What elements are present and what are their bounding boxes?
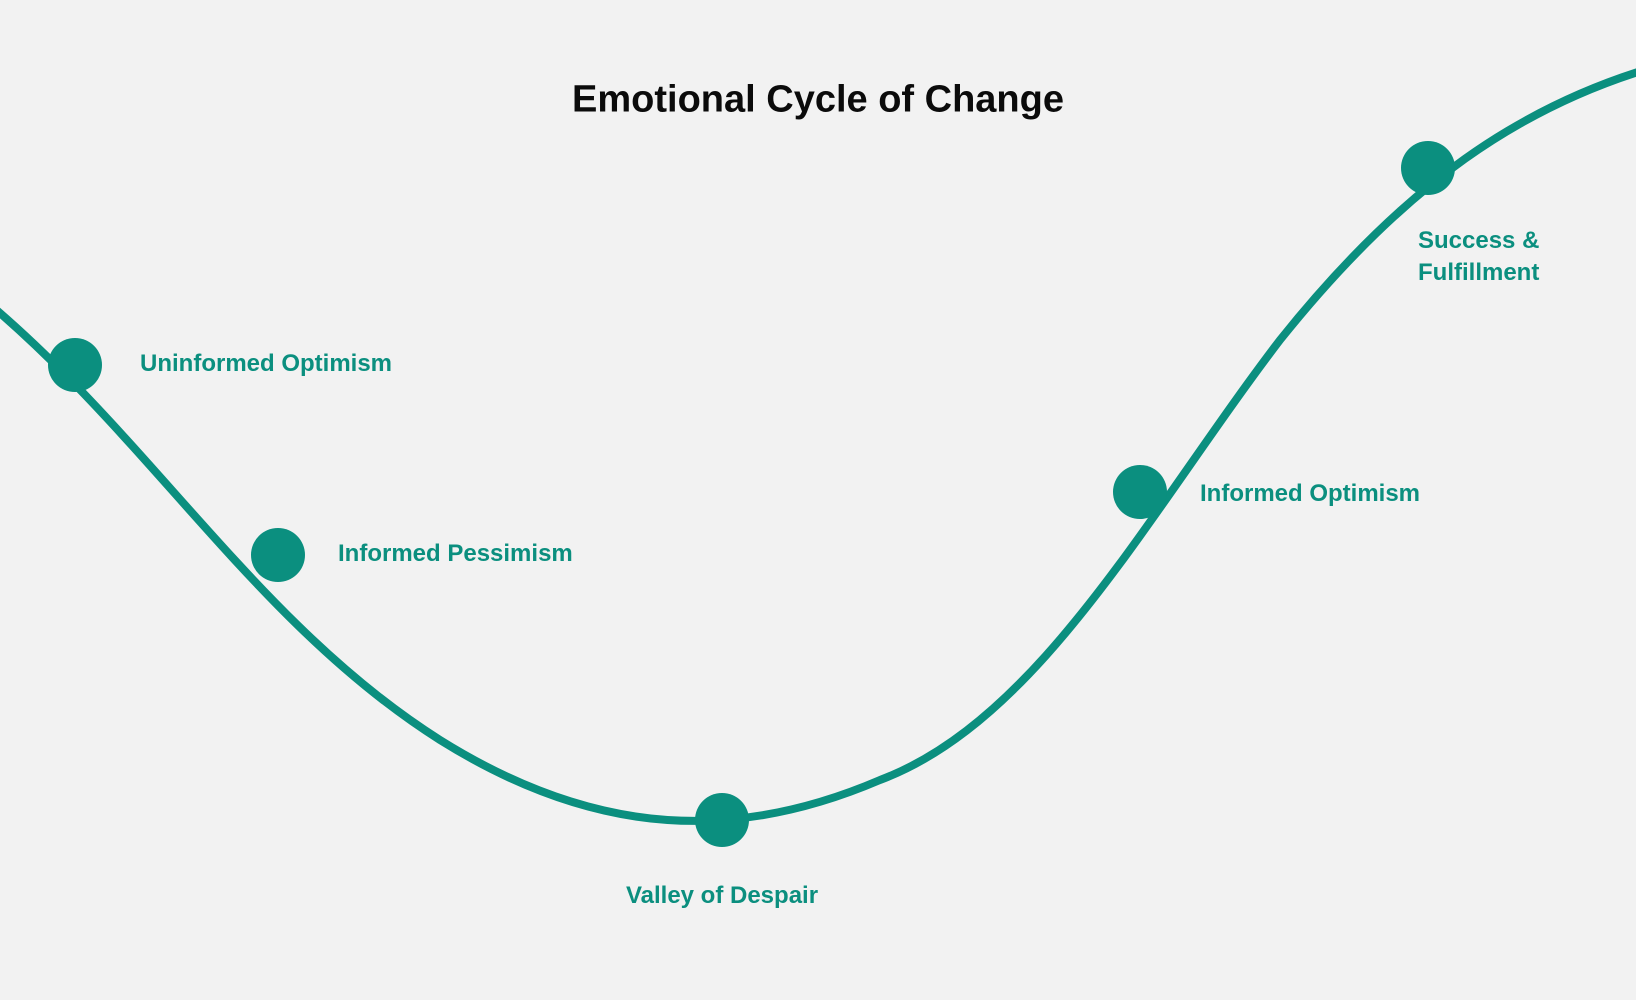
label-valley-of-despair: Valley of Despair — [626, 880, 818, 912]
label-uninformed-optimism: Uninformed Optimism — [140, 348, 392, 380]
diagram-title: Emotional Cycle of Change — [572, 79, 1064, 122]
dot-uninformed-optimism — [48, 338, 102, 392]
dot-valley-of-despair — [695, 793, 749, 847]
dot-success-fulfillment — [1401, 141, 1455, 195]
dot-informed-pessimism — [251, 528, 305, 582]
label-informed-optimism: Informed Optimism — [1200, 478, 1420, 510]
dot-informed-optimism — [1113, 465, 1167, 519]
label-informed-pessimism: Informed Pessimism — [338, 538, 573, 570]
diagram-canvas: Emotional Cycle of Change Uninformed Opt… — [0, 0, 1636, 1000]
label-success-fulfillment: Success & Fulfillment — [1418, 225, 1539, 290]
